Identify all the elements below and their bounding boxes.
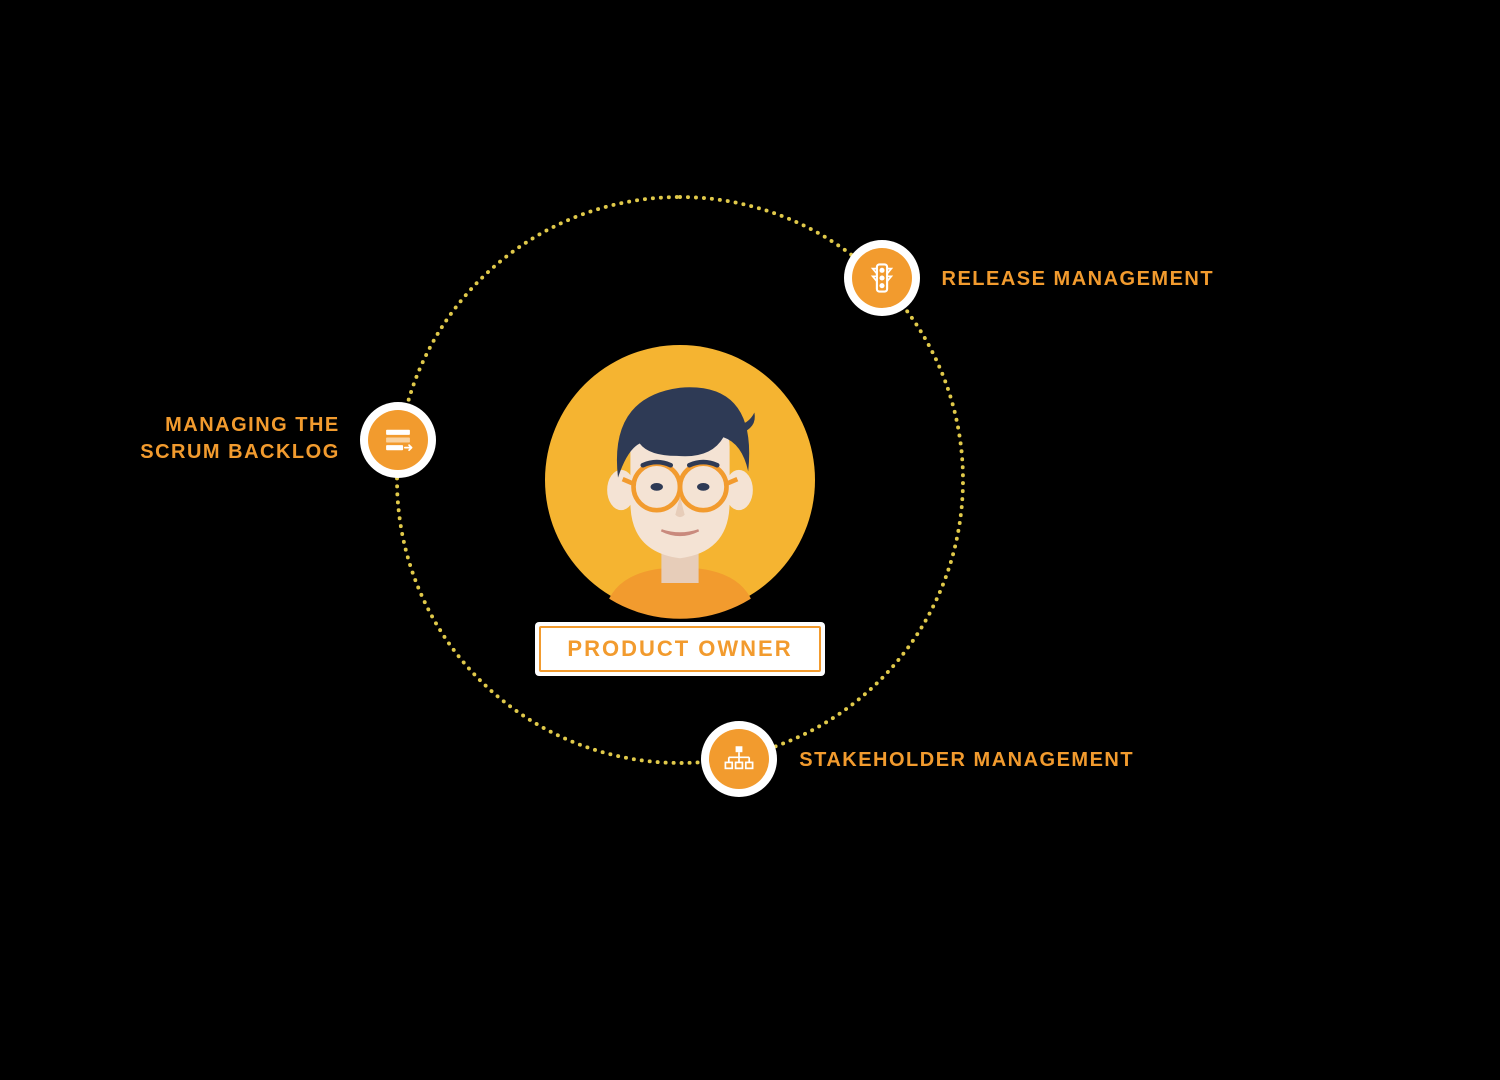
node-backlog	[360, 402, 436, 478]
traffic-light-icon	[865, 261, 899, 295]
diagram-stage: PRODUCT OWNER MANAGING THE SCRUM BACKLOG	[0, 0, 1500, 1080]
node-backlog-label: MANAGING THE SCRUM BACKLOG	[100, 412, 340, 466]
node-stakeholder	[701, 721, 777, 797]
role-badge: PRODUCT OWNER	[535, 622, 825, 676]
role-badge-text: PRODUCT OWNER	[567, 636, 792, 661]
org-chart-icon	[722, 742, 756, 776]
node-stakeholder-label: STAKEHOLDER MANAGEMENT	[799, 747, 1134, 774]
backlog-icon	[381, 423, 415, 457]
product-owner-avatar	[525, 335, 835, 645]
node-release-label: RELEASE MANAGEMENT	[942, 266, 1215, 293]
node-release	[844, 240, 920, 316]
